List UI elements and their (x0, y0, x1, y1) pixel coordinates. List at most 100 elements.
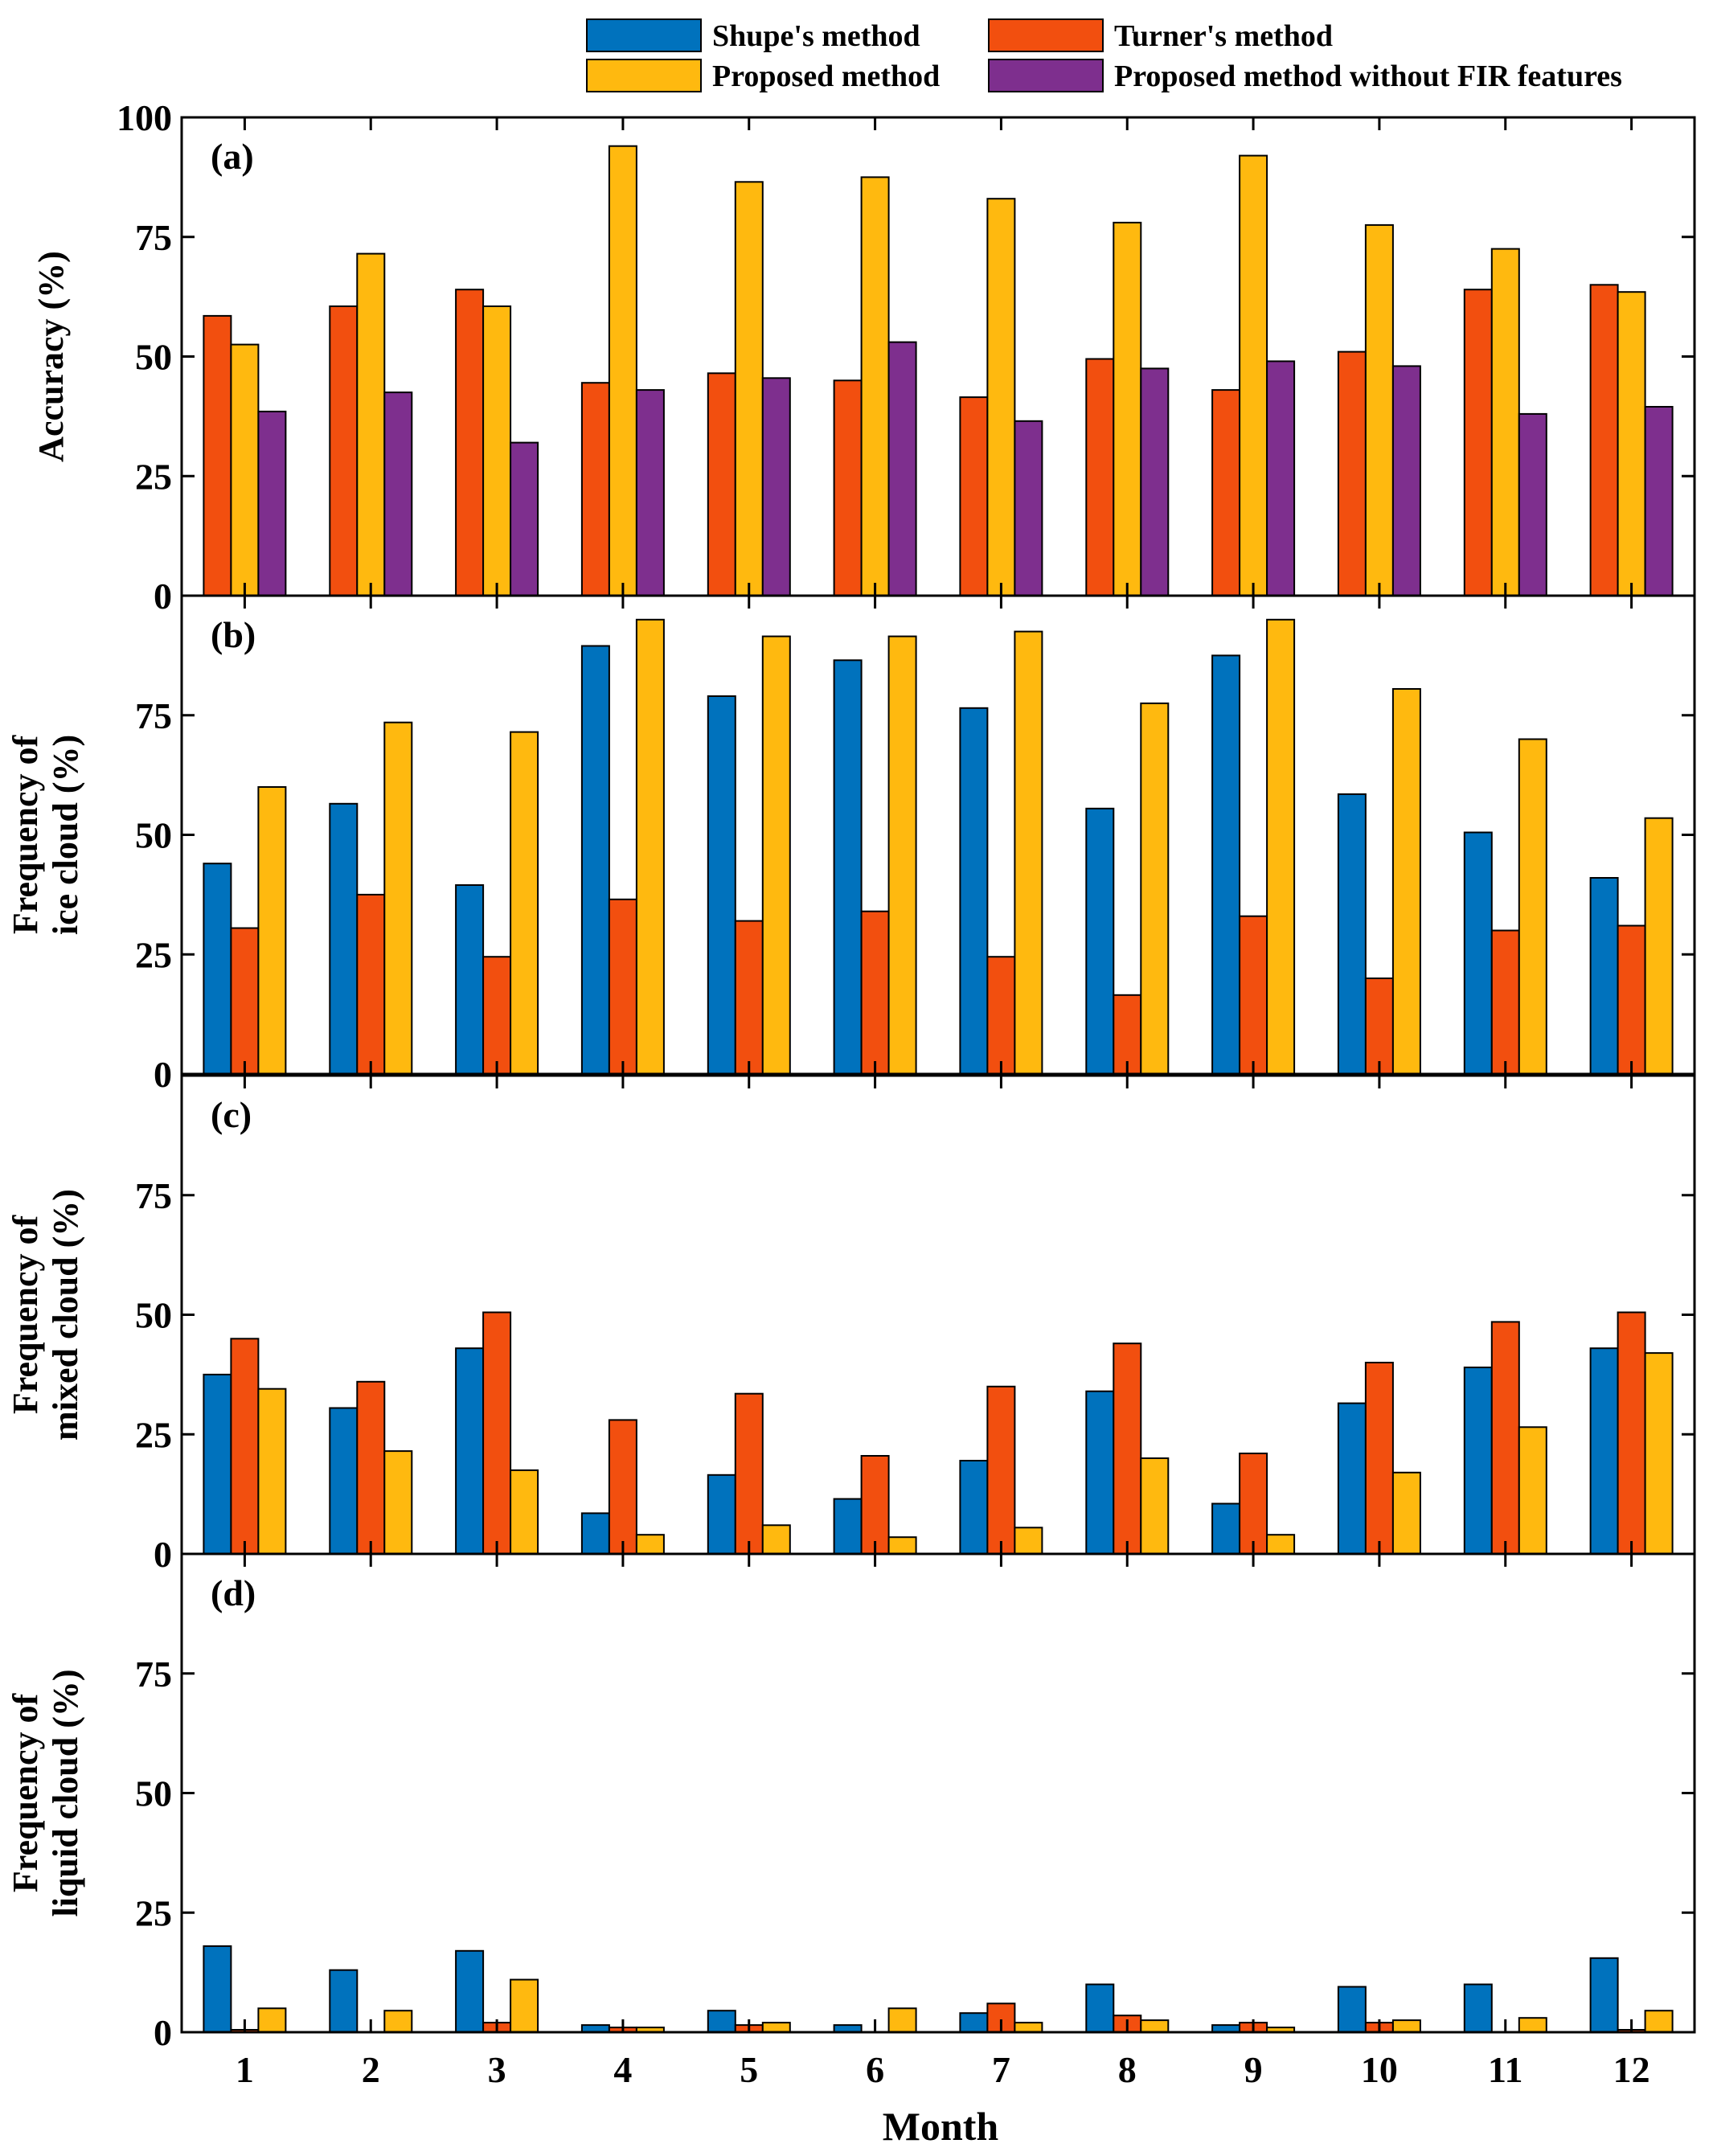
bar-turner-s-method-month-8 (1113, 1342, 1142, 1555)
bar-proposed-method-month-8 (1140, 1457, 1170, 1555)
bar-proposed-method-month-12 (1644, 817, 1674, 1075)
legend-item-proposed-method-without-fir-features: Proposed method without FIR features (988, 59, 1622, 93)
x-tick-label-month-10: 10 (1361, 2049, 1398, 2090)
bar-turner-s-method-month-2 (356, 1380, 386, 1556)
legend-swatch (586, 59, 702, 92)
bar-shupe-s-method-month-6 (833, 1498, 863, 1555)
bar-shupe-s-method-month-2 (329, 1407, 359, 1555)
bar-shupe-s-method-month-12 (1589, 877, 1619, 1075)
bar-shupe-s-method-month-8 (1085, 1390, 1115, 1555)
bar-turner-s-method-month-7 (986, 956, 1016, 1075)
bar-proposed-method-month-5 (734, 181, 764, 597)
x-tick-label-month-7: 7 (992, 2049, 1010, 2090)
x-tick-label-month-12: 12 (1613, 2049, 1650, 2090)
bar-shupe-s-method-month-9 (1211, 1502, 1241, 1555)
bar-shupe-s-method-month-2 (329, 802, 359, 1075)
bar-shupe-s-method-month-10 (1337, 1986, 1367, 2033)
bar-proposed-method-without-fir-features-month-2 (383, 391, 413, 596)
y-tick-label: 75 (135, 695, 172, 736)
bar-shupe-s-method-month-7 (959, 707, 989, 1075)
y-tick-label: 0 (154, 2012, 172, 2053)
bar-shupe-s-method-month-12 (1589, 1347, 1619, 1555)
bar-shupe-s-method-month-1 (203, 863, 232, 1075)
y-tick-label: 50 (135, 1773, 172, 1814)
panel-a: 0 25 50 75 100 (a) Accuracy (%) (31, 97, 1696, 617)
bar-turner-s-method-month-9 (1239, 915, 1268, 1075)
bar-proposed-method-month-9 (1266, 618, 1296, 1076)
bar-proposed-method-month-10 (1364, 223, 1394, 596)
legend-label: Proposed method (712, 59, 940, 93)
bar-proposed-method-month-2 (383, 2010, 413, 2033)
bars (203, 618, 1674, 1076)
legend-item-proposed-method: Proposed method (586, 59, 940, 93)
bar-shupe-s-method-month-1 (203, 1373, 232, 1556)
bar-proposed-method-month-9 (1266, 1534, 1296, 1555)
bar-turner-s-method-month-11 (1463, 289, 1493, 596)
bar-proposed-method-month-3 (510, 1469, 539, 1556)
bar-proposed-method-month-10 (1391, 1471, 1421, 1556)
bar-shupe-s-method-month-3 (455, 1347, 485, 1555)
bar-proposed-method-month-2 (383, 1450, 413, 1555)
bar-turner-s-method-month-6 (860, 1455, 890, 1555)
bar-proposed-method-month-6 (887, 2007, 917, 2034)
bar-proposed-method-month-7 (986, 198, 1016, 596)
bar-turner-s-method-month-5 (734, 920, 764, 1075)
bar-turner-s-method-month-12 (1617, 924, 1646, 1075)
x-tick-label-month-4: 4 (613, 2049, 632, 2090)
bar-shupe-s-method-month-11 (1463, 1367, 1493, 1555)
bar-shupe-s-method-month-12 (1589, 1957, 1619, 2034)
bar-turner-s-method-month-5 (707, 372, 736, 596)
bar-shupe-s-method-month-10 (1337, 793, 1367, 1076)
y-axis-label: Frequency of (6, 1215, 45, 1415)
bar-proposed-method-month-7 (1014, 1527, 1043, 1556)
bars (203, 145, 1674, 597)
bar-turner-s-method-month-8 (1113, 994, 1142, 1076)
bar-proposed-method-month-1 (257, 1387, 287, 1555)
bar-shupe-s-method-month-9 (1211, 654, 1241, 1075)
bar-turner-s-method-month-4 (580, 382, 610, 596)
bar-shupe-s-method-month-1 (203, 1945, 232, 2033)
bar-turner-s-method-month-10 (1364, 978, 1394, 1075)
bar-turner-s-method-month-4 (608, 898, 637, 1076)
y-tick-label: 100 (117, 97, 172, 138)
bar-shupe-s-method-month-7 (959, 1460, 989, 1555)
bar-proposed-method-without-fir-features-month-10 (1391, 365, 1421, 596)
y-axis-label: ice cloud (%) (46, 735, 85, 935)
panel-label: (b) (211, 614, 256, 655)
bar-shupe-s-method-month-11 (1463, 831, 1493, 1075)
bar-turner-s-method-month-6 (860, 910, 890, 1075)
bar-proposed-method-month-7 (1014, 2022, 1043, 2034)
bar-proposed-method-month-11 (1490, 248, 1520, 596)
bar-shupe-s-method-month-3 (455, 1949, 485, 2034)
bar-turner-s-method-month-12 (1589, 284, 1619, 597)
x-tick-label-month-2: 2 (362, 2049, 380, 2090)
panel-label: (a) (211, 136, 254, 177)
bar-shupe-s-method-month-7 (959, 2012, 989, 2033)
bar-proposed-method-month-12 (1617, 291, 1646, 596)
bar-turner-s-method-month-2 (356, 893, 386, 1076)
x-tick-label-month-11: 11 (1488, 2049, 1522, 2090)
bar-turner-s-method-month-10 (1337, 350, 1367, 596)
legend-item-shupe-s-method: Shupe's method (586, 18, 920, 53)
y-axis-label: Frequency of (6, 735, 45, 935)
bar-proposed-method-month-6 (860, 176, 890, 596)
bar-turner-s-method-month-7 (986, 1385, 1016, 1556)
bar-proposed-method-without-fir-features-month-11 (1518, 412, 1547, 597)
bar-proposed-method-month-1 (230, 343, 260, 596)
bar-proposed-method-month-10 (1391, 2019, 1421, 2034)
bar-turner-s-method-month-11 (1490, 1321, 1520, 1556)
bar-turner-s-method-month-5 (734, 1392, 764, 1555)
bar-proposed-method-without-fir-features-month-7 (1014, 420, 1043, 596)
bar-proposed-method-without-fir-features-month-3 (510, 441, 539, 596)
bar-proposed-method-month-8 (1113, 221, 1142, 596)
bar-shupe-s-method-month-8 (1085, 807, 1115, 1075)
bar-proposed-method-month-5 (761, 2022, 791, 2034)
panel-label: (c) (211, 1094, 252, 1135)
bar-turner-s-method-month-3 (482, 956, 512, 1075)
bar-proposed-method-without-fir-features-month-9 (1266, 360, 1296, 596)
bar-proposed-method-month-7 (1014, 630, 1043, 1075)
bar-proposed-method-month-12 (1644, 1352, 1674, 1555)
bar-turner-s-method-month-2 (329, 305, 359, 596)
bar-proposed-method-month-4 (635, 1534, 665, 1555)
x-axis-label: Month (883, 2104, 999, 2149)
